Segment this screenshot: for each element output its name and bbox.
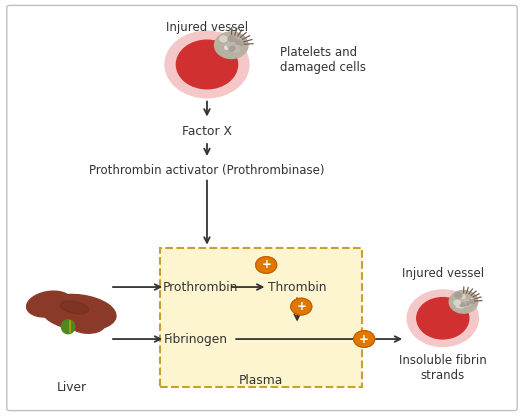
Circle shape	[228, 42, 235, 48]
Circle shape	[291, 298, 312, 315]
Circle shape	[225, 46, 230, 50]
Circle shape	[454, 300, 461, 305]
Text: Thrombin: Thrombin	[268, 280, 326, 294]
Circle shape	[228, 36, 235, 42]
Circle shape	[230, 46, 235, 50]
Circle shape	[449, 290, 478, 313]
Text: Prothrombin: Prothrombin	[163, 280, 238, 294]
Circle shape	[220, 36, 227, 42]
Circle shape	[461, 300, 465, 303]
Text: Injured vessel: Injured vessel	[166, 21, 248, 34]
Circle shape	[177, 40, 237, 89]
Circle shape	[256, 257, 277, 273]
Text: Injured vessel: Injured vessel	[402, 267, 484, 280]
Circle shape	[230, 42, 235, 46]
Circle shape	[235, 40, 243, 46]
Circle shape	[460, 295, 465, 299]
Text: Prothrombin activator (Prothrombinase): Prothrombin activator (Prothrombinase)	[89, 164, 325, 177]
Text: Plasma: Plasma	[238, 374, 282, 387]
Circle shape	[458, 303, 464, 308]
Ellipse shape	[61, 320, 75, 334]
Circle shape	[460, 300, 466, 305]
Circle shape	[470, 300, 475, 304]
Text: +: +	[297, 300, 306, 313]
Circle shape	[456, 304, 461, 308]
Circle shape	[227, 43, 234, 48]
Circle shape	[464, 300, 471, 306]
Ellipse shape	[60, 301, 89, 314]
Ellipse shape	[69, 315, 105, 333]
Circle shape	[235, 40, 241, 45]
Text: Factor X: Factor X	[182, 124, 232, 138]
FancyBboxPatch shape	[7, 5, 517, 411]
Text: Insoluble fibrin
strands: Insoluble fibrin strands	[399, 354, 487, 382]
Circle shape	[460, 303, 465, 307]
Text: +: +	[359, 332, 369, 346]
Circle shape	[455, 292, 462, 298]
Circle shape	[214, 32, 248, 59]
Circle shape	[165, 31, 249, 98]
Bar	[160, 248, 362, 387]
Text: Liver: Liver	[57, 381, 88, 394]
Circle shape	[229, 47, 234, 51]
Circle shape	[471, 298, 475, 301]
Ellipse shape	[41, 295, 116, 330]
Circle shape	[239, 41, 244, 45]
Circle shape	[457, 300, 464, 305]
Text: +: +	[261, 258, 271, 272]
Circle shape	[407, 290, 478, 347]
Circle shape	[460, 300, 466, 306]
Circle shape	[417, 297, 469, 339]
Circle shape	[227, 42, 235, 48]
Text: Platelets and
damaged cells: Platelets and damaged cells	[280, 46, 366, 74]
Text: Fibrinogen: Fibrinogen	[164, 332, 228, 346]
Circle shape	[464, 301, 470, 306]
Circle shape	[231, 41, 236, 45]
Circle shape	[354, 331, 375, 347]
Circle shape	[233, 47, 239, 52]
Ellipse shape	[27, 291, 72, 317]
